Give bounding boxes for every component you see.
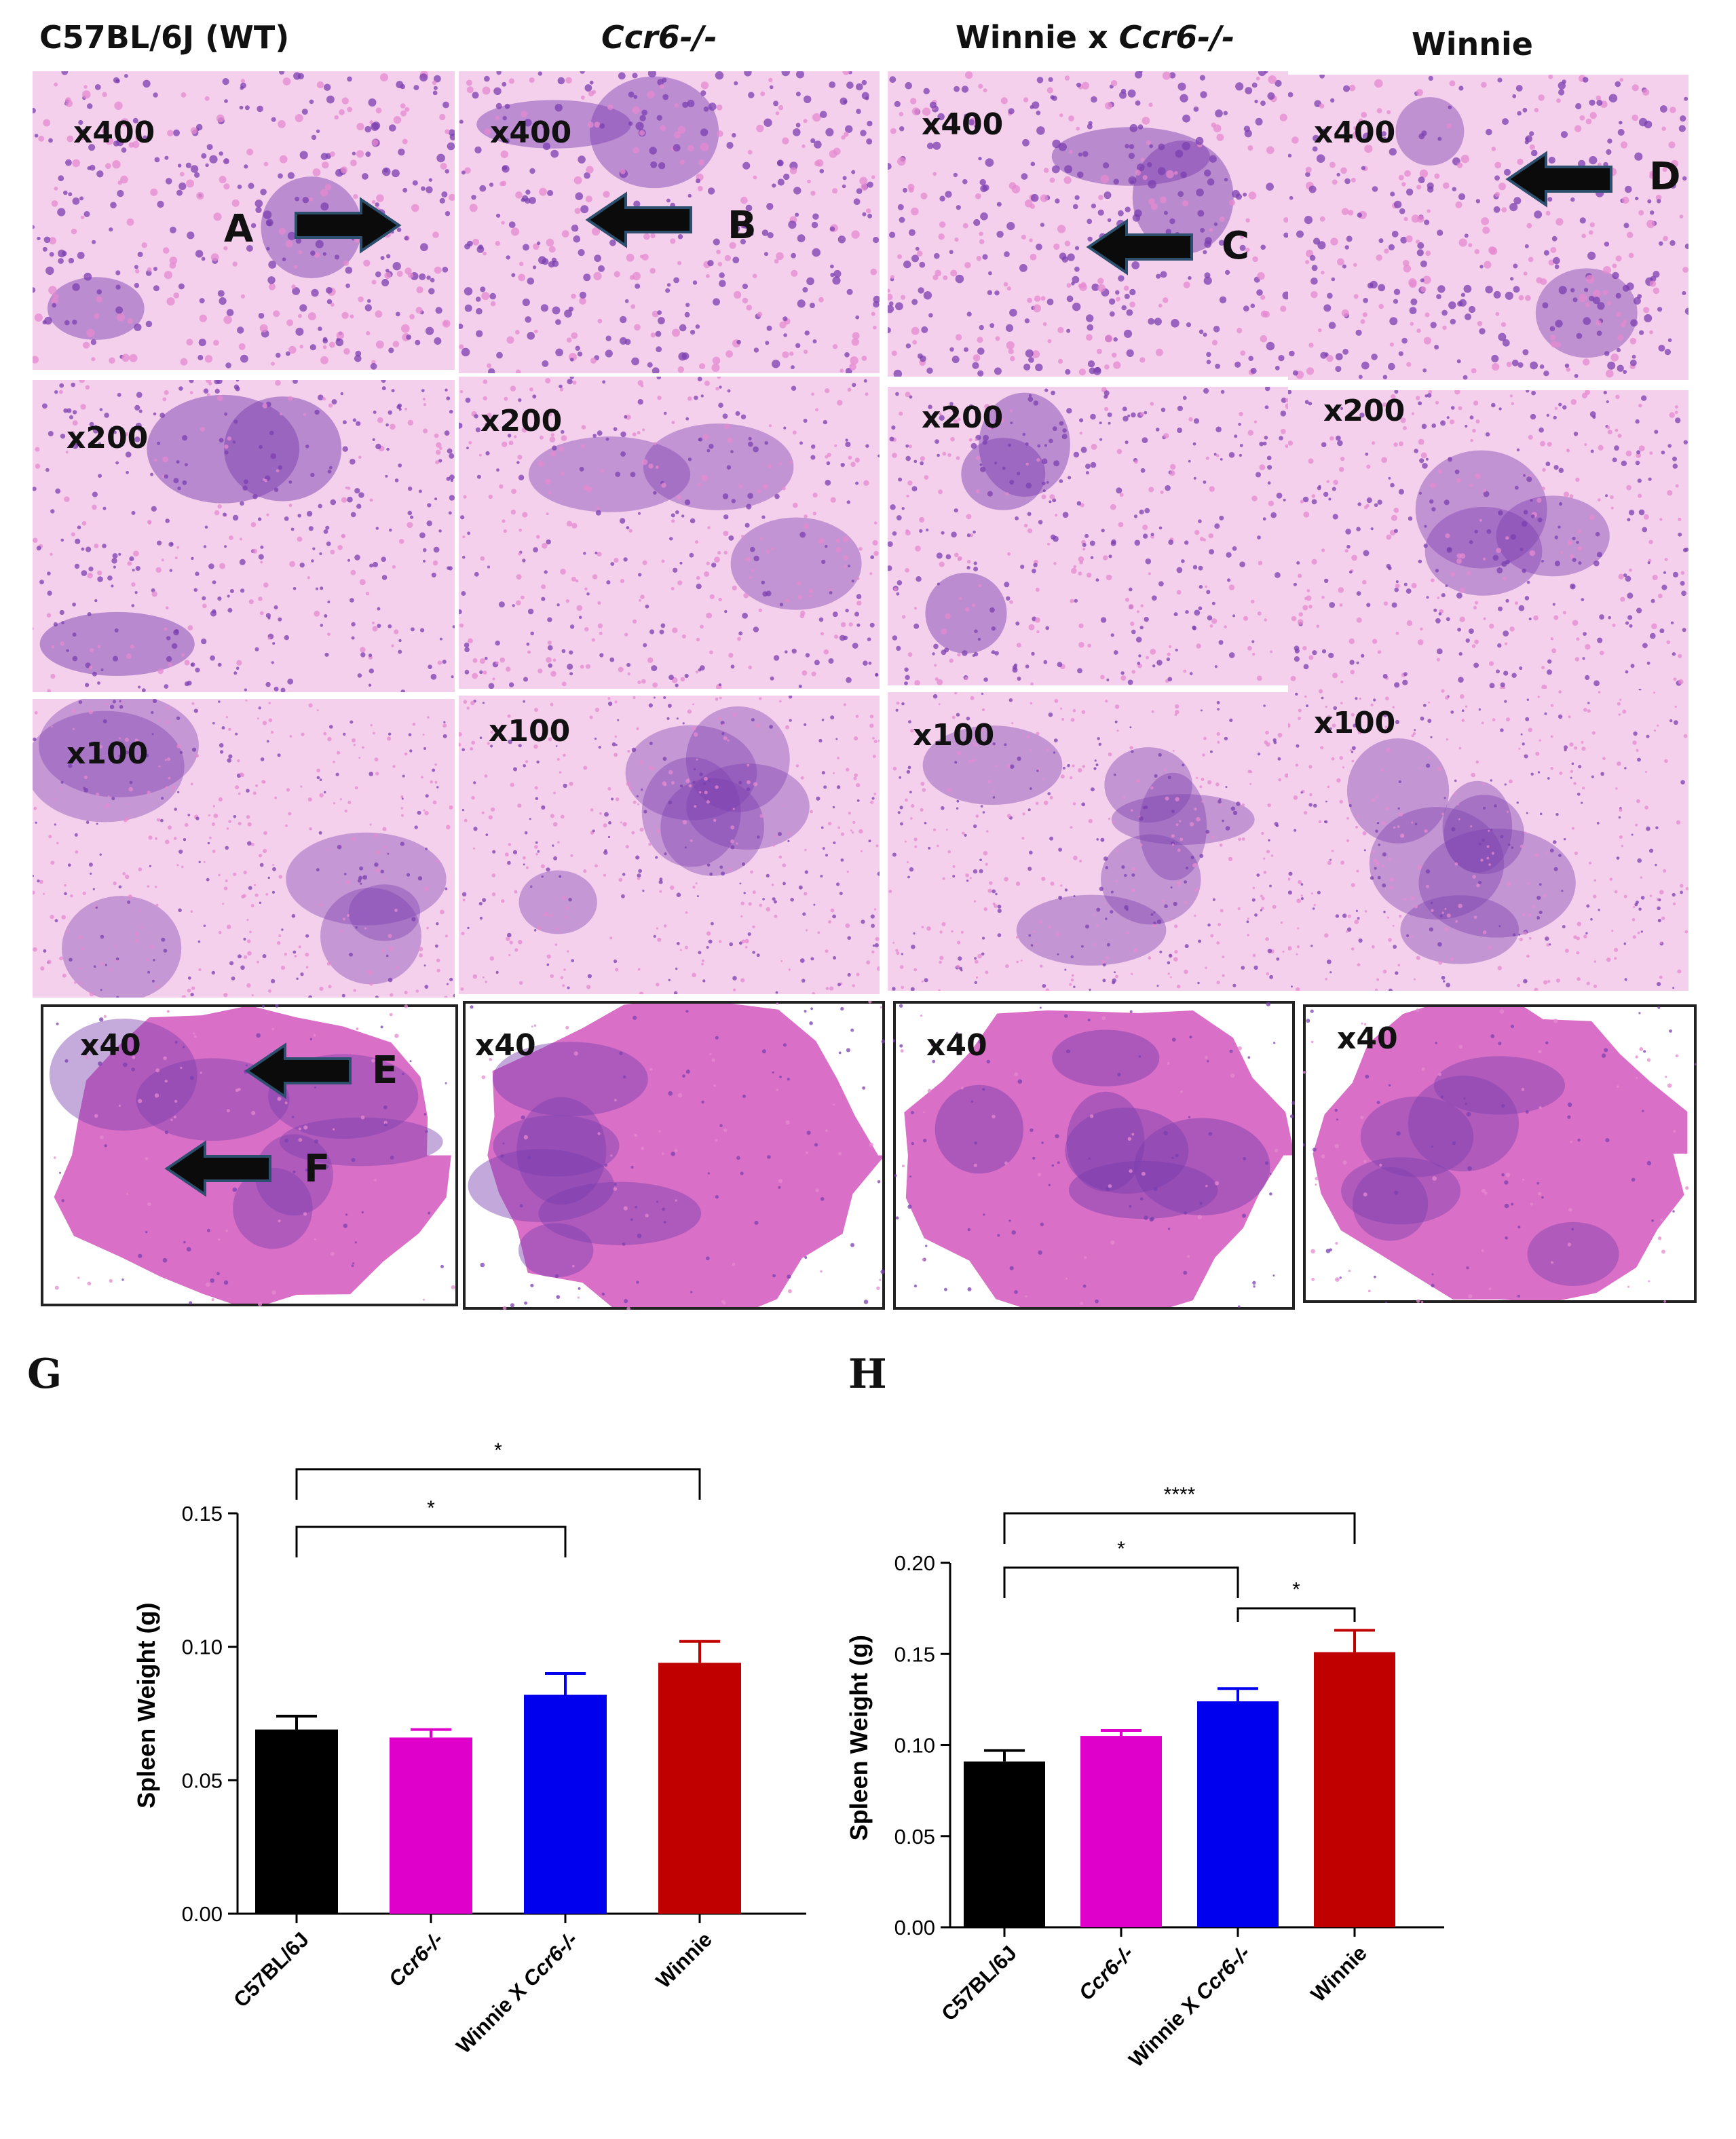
bar xyxy=(1197,1701,1279,1927)
histology-image xyxy=(1288,75,1688,380)
histology-image xyxy=(888,692,1288,991)
y-tick-label: 0.00 xyxy=(182,1902,223,1926)
bar xyxy=(390,1737,472,1914)
arrow-letter: D xyxy=(1649,155,1681,199)
magnification-label: x40 xyxy=(475,1028,536,1063)
significance-label: * xyxy=(427,1497,435,1519)
histology-image xyxy=(888,387,1288,685)
bar xyxy=(1080,1736,1162,1927)
arrow-letter: A xyxy=(224,207,254,251)
chart-g: 0.00 0.05 0.10 0.15 Spleen Weight (g) C57BL/6… xyxy=(132,1439,806,2058)
column-header-wt: C57BL/6J (WT) xyxy=(39,19,289,56)
histology-image xyxy=(1288,390,1688,689)
y-tick-label: 0.05 xyxy=(894,1825,935,1849)
bar xyxy=(1314,1652,1395,1927)
histology-image xyxy=(459,696,880,994)
chart-h: 0.00 0.05 0.10 0.15 0.20 Spleen Weight (g) C57… xyxy=(845,1483,1444,2072)
arrow-left-icon xyxy=(244,1042,352,1099)
x-tick-label: Ccr6-/- xyxy=(384,1927,448,1991)
histology-image xyxy=(33,699,455,998)
significance-bracket xyxy=(1237,1607,1356,1622)
column-header-text: Winnie xyxy=(1412,26,1533,62)
significance-label: * xyxy=(1292,1578,1300,1601)
arrow-right-icon xyxy=(295,197,402,254)
arrow-letter: F xyxy=(304,1147,331,1191)
bar xyxy=(524,1695,607,1914)
y-tick-label: 0.10 xyxy=(182,1635,223,1659)
arrow-left-icon xyxy=(585,191,692,248)
arrow-letter: E xyxy=(372,1048,398,1093)
x-tick-label: Winnie xyxy=(1306,1941,1372,2006)
magnification-label: x200 xyxy=(67,421,149,455)
magnification-label: x100 xyxy=(1314,706,1396,740)
magnification-label: x200 xyxy=(480,404,563,438)
panel-letter-h: H xyxy=(848,1350,887,1398)
histology-image xyxy=(1303,1004,1697,1303)
column-header-winnie: Winnie xyxy=(1412,26,1533,62)
magnification-label: x400 xyxy=(490,115,572,150)
panel-letter-g: G xyxy=(27,1350,62,1398)
column-header-text: Winnie x xyxy=(956,19,1119,56)
y-tick-label: 0.20 xyxy=(894,1551,935,1575)
significance-bracket xyxy=(1003,1566,1239,1598)
column-header-text: C57BL/6J (WT) xyxy=(39,19,290,56)
bar xyxy=(255,1729,338,1914)
magnification-label: x100 xyxy=(67,736,149,771)
bar xyxy=(658,1663,741,1914)
y-tick-label: 0.15 xyxy=(894,1642,935,1666)
magnification-label: x40 xyxy=(80,1028,141,1063)
x-tick-label: C57BL/6J xyxy=(229,1927,314,2012)
significance-label: * xyxy=(1117,1538,1125,1560)
column-header-winnie-ccr6: Winnie x Ccr6-/- xyxy=(956,19,1234,56)
arrow-letter: C xyxy=(1222,224,1250,268)
magnification-label: x400 xyxy=(1314,115,1396,150)
arrow-letter: B xyxy=(728,204,757,248)
magnification-label: x40 xyxy=(926,1028,987,1063)
arrow-left-icon xyxy=(1086,219,1193,276)
column-header-ccr6: Ccr6-/- xyxy=(601,19,717,56)
significance-bracket xyxy=(295,1526,567,1557)
magnification-label: x400 xyxy=(922,107,1004,142)
magnification-label: x200 xyxy=(1323,394,1405,428)
histology-image xyxy=(1288,689,1688,991)
y-tick-label: 0.15 xyxy=(182,1502,223,1526)
bar xyxy=(964,1761,1045,1927)
histology-image xyxy=(893,1001,1295,1310)
y-axis-label: Spleen Weight (g) xyxy=(132,1603,160,1809)
x-tick-label: Winnie X Ccr6-/- xyxy=(1124,1941,1255,2072)
histology-image xyxy=(459,71,880,373)
significance-label: **** xyxy=(1164,1483,1196,1506)
histology-image xyxy=(459,377,880,689)
x-tick-label: Winnie X Ccr6-/- xyxy=(451,1927,582,2058)
histology-image xyxy=(33,380,455,692)
magnification-label: x200 xyxy=(922,400,1004,435)
y-tick-label: 0.00 xyxy=(894,1916,935,1939)
histology-image xyxy=(463,1001,885,1310)
x-tick-label: Winnie xyxy=(652,1927,717,1992)
significance-bracket xyxy=(295,1468,701,1500)
column-header-italic: Ccr6-/- xyxy=(1118,19,1235,56)
y-axis-label: Spleen Weight (g) xyxy=(845,1635,873,1840)
y-tick-label: 0.10 xyxy=(894,1734,935,1758)
magnification-label: x100 xyxy=(489,714,571,749)
histology-image xyxy=(888,71,1288,377)
significance-label: * xyxy=(494,1439,502,1462)
arrow-left-icon xyxy=(164,1140,271,1197)
column-header-italic: Ccr6-/- xyxy=(601,19,717,56)
magnification-label: x100 xyxy=(913,718,995,753)
magnification-label: x40 xyxy=(1337,1021,1398,1056)
significance-bracket xyxy=(1003,1512,1356,1544)
y-tick-label: 0.05 xyxy=(182,1768,223,1792)
x-tick-label: Ccr6-/- xyxy=(1074,1941,1138,2005)
magnification-label: x400 xyxy=(73,115,155,150)
x-tick-label: C57BL/6J xyxy=(937,1941,1021,2026)
arrow-left-icon xyxy=(1505,151,1612,208)
